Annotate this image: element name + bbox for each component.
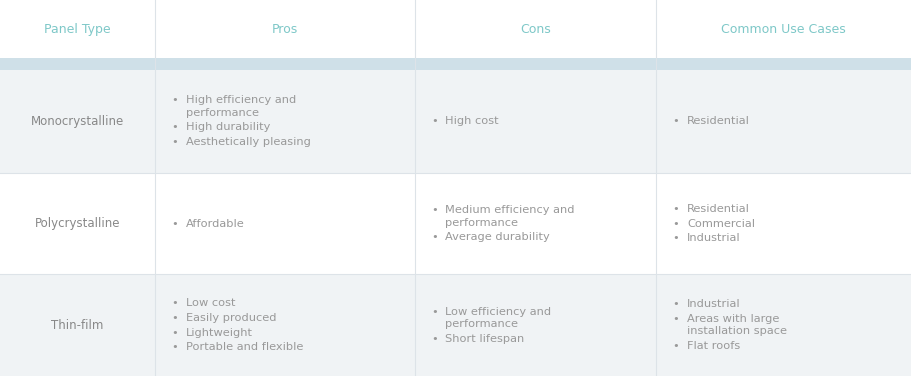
Text: •: • [171,298,178,308]
Text: Aesthetically pleasing: Aesthetically pleasing [186,137,311,147]
Bar [0,274,911,376]
Bar [0,70,911,173]
Bar [0,0,911,58]
Text: Pros: Pros [271,23,298,36]
Text: Areas with large: Areas with large [687,314,779,324]
Text: Monocrystalline: Monocrystalline [31,115,124,128]
Text: performance: performance [186,108,259,118]
Text: •: • [431,307,437,317]
Text: performance: performance [445,218,518,227]
Text: Flat roofs: Flat roofs [687,341,740,351]
Text: •: • [431,232,437,242]
Text: performance: performance [445,319,518,329]
Text: Short lifespan: Short lifespan [445,334,525,344]
Text: •: • [171,123,178,132]
Text: Common Use Cases: Common Use Cases [722,23,845,36]
Text: Residential: Residential [687,116,750,126]
Text: Thin-film: Thin-film [51,319,104,332]
Text: •: • [171,313,178,323]
Text: Lightweight: Lightweight [186,327,253,338]
Text: installation space: installation space [687,326,787,337]
Text: •: • [672,204,679,214]
Text: Low efficiency and: Low efficiency and [445,307,551,317]
Text: •: • [431,205,437,215]
Text: •: • [171,137,178,147]
Text: •: • [171,327,178,338]
Text: Average durability: Average durability [445,232,550,242]
Text: •: • [171,96,178,105]
Text: Portable and flexible: Portable and flexible [186,342,303,352]
Text: Residential: Residential [687,204,750,214]
Text: High efficiency and: High efficiency and [186,96,296,105]
Text: High durability: High durability [186,123,271,132]
Text: Low cost: Low cost [186,298,235,308]
Text: •: • [672,116,679,126]
Text: •: • [431,116,437,126]
Text: Industrial: Industrial [687,233,741,243]
Text: Medium efficiency and: Medium efficiency and [445,205,575,215]
Text: •: • [672,219,679,229]
Text: Panel Type: Panel Type [44,23,111,36]
Text: •: • [171,219,178,229]
Text: •: • [672,341,679,351]
Text: •: • [171,342,178,352]
Text: Easily produced: Easily produced [186,313,276,323]
Bar [0,173,911,274]
Text: Affordable: Affordable [186,219,244,229]
Text: •: • [672,314,679,324]
Bar [0,58,911,70]
Text: High cost: High cost [445,116,499,126]
Text: •: • [672,233,679,243]
Text: Cons: Cons [520,23,550,36]
Text: Industrial: Industrial [687,299,741,309]
Text: Polycrystalline: Polycrystalline [35,217,120,230]
Text: •: • [672,299,679,309]
Text: Commercial: Commercial [687,219,755,229]
Text: •: • [431,334,437,344]
